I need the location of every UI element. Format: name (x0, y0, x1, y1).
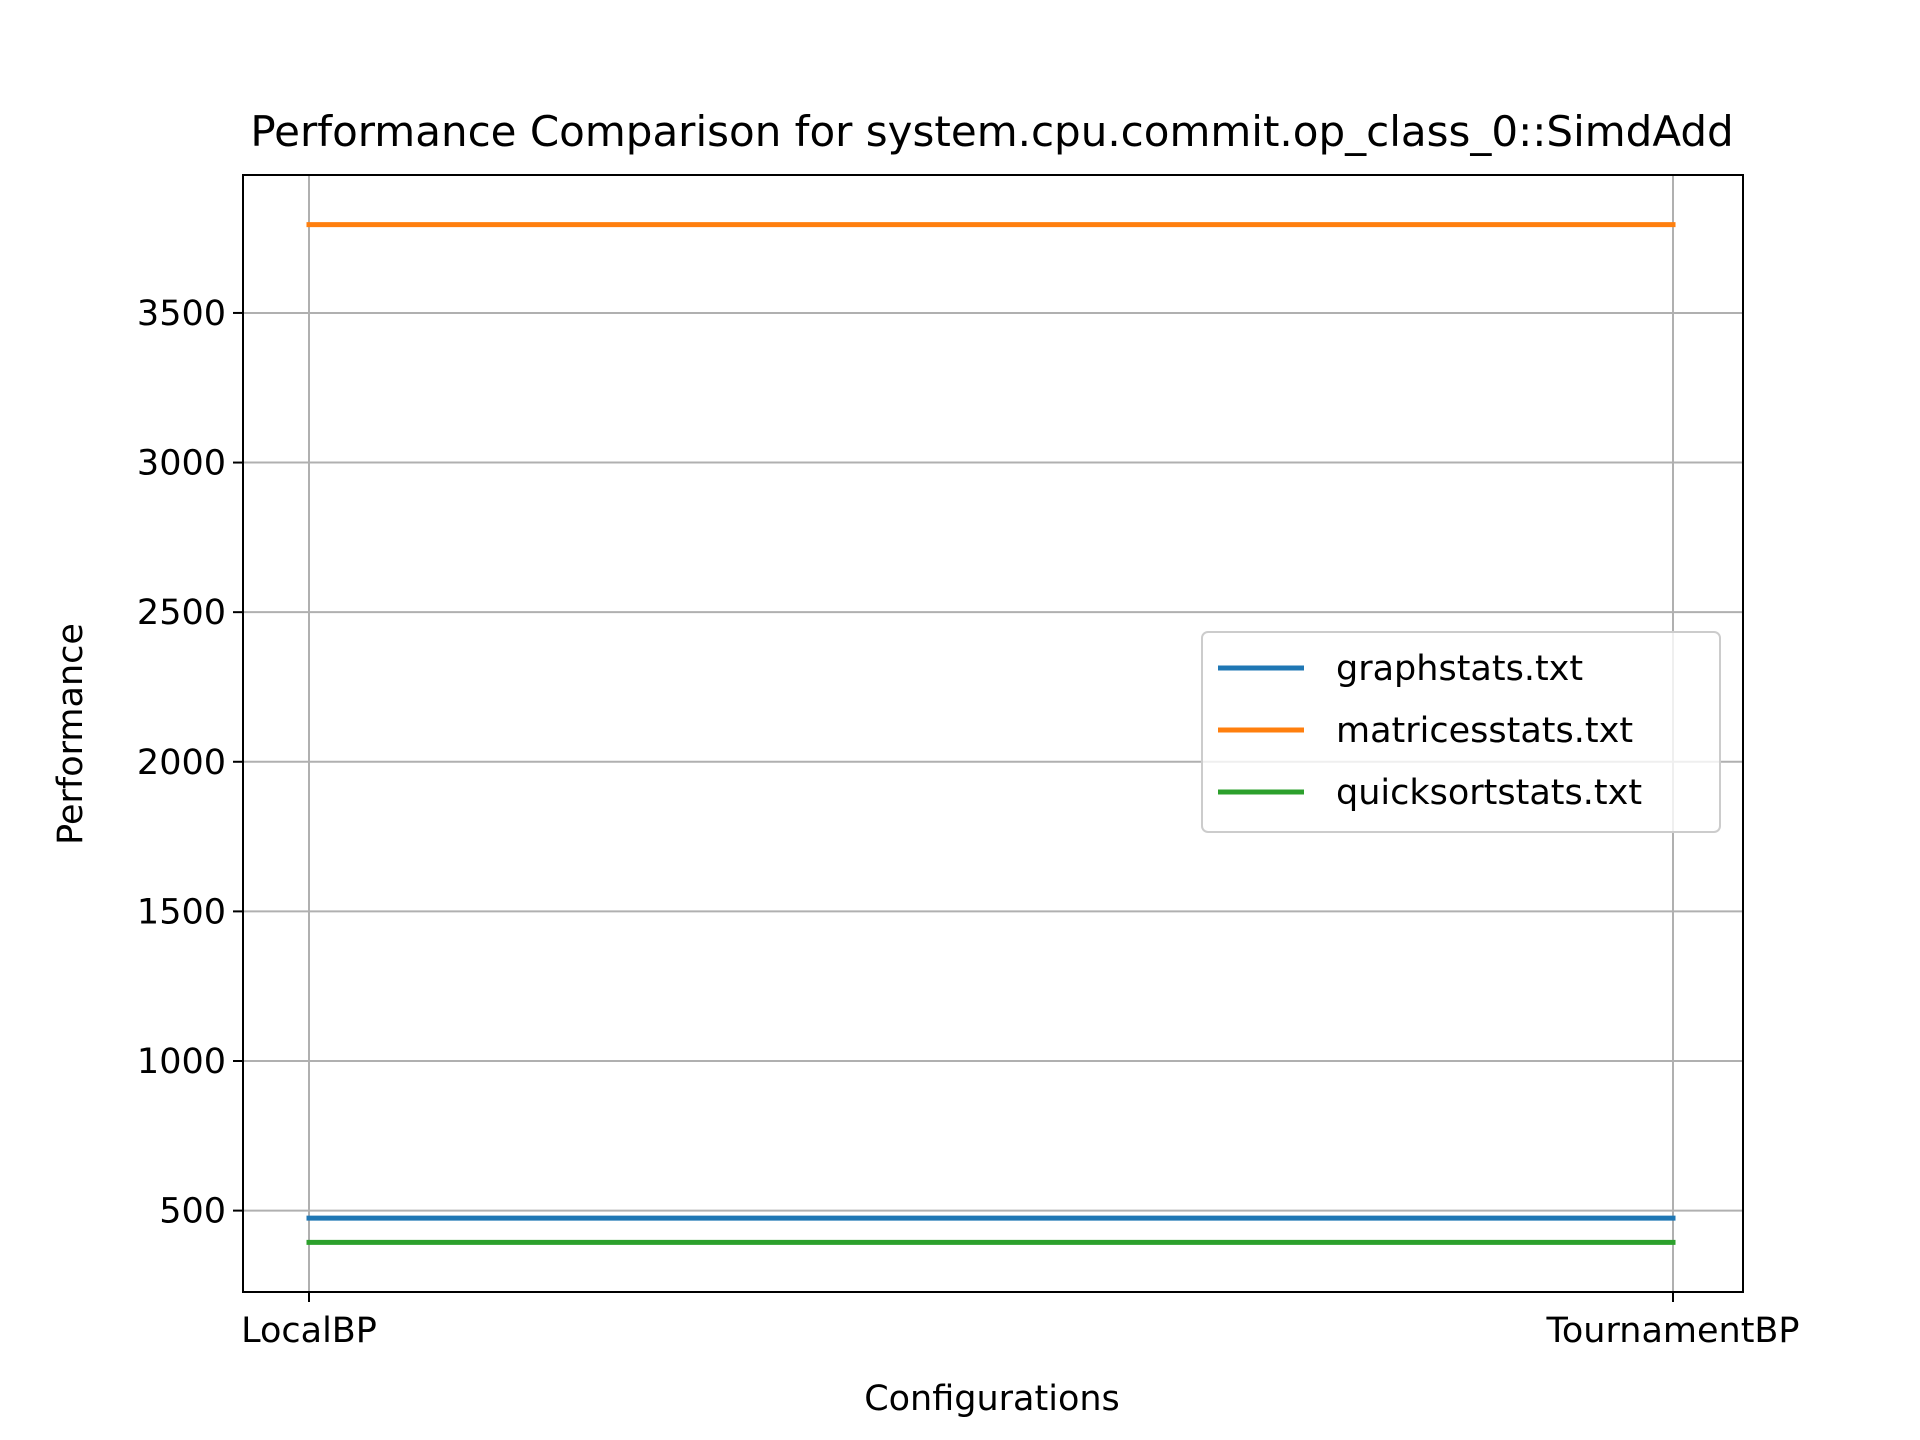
y-tick-label: 3000 (137, 444, 226, 484)
legend-box (1201, 631, 1721, 833)
legend-label: quicksortstats.txt (1336, 773, 1642, 813)
x-tick-label: LocalBP (241, 1311, 377, 1351)
series-lines (306, 222, 1676, 1245)
x-tick-label: TournamentBP (1545, 1311, 1799, 1351)
chart-title: Performance Comparison for system.cpu.co… (250, 107, 1733, 156)
axis-ticks: 500 1000 1500 2000 2500 3000 3500 LocalBP Tourna… (137, 294, 1800, 1351)
grid (243, 175, 1743, 1292)
plot-frame (242, 174, 1744, 1293)
y-tick-label: 500 (159, 1192, 226, 1232)
y-tick-label: 3500 (137, 294, 226, 334)
y-tick-label: 2000 (137, 743, 226, 783)
x-axis-title: Configurations (864, 1379, 1120, 1419)
y-tick-label: 1000 (137, 1042, 226, 1082)
y-tick-label: 2500 (137, 593, 226, 633)
y-tick-label: 1500 (137, 892, 226, 932)
legend-label: matricesstats.txt (1336, 711, 1633, 751)
legend-label: graphstats.txt (1336, 649, 1583, 689)
y-axis-title: Performance (51, 623, 91, 845)
legend: graphstats.txt matricesstats.txt quicksort… (1201, 631, 1721, 833)
